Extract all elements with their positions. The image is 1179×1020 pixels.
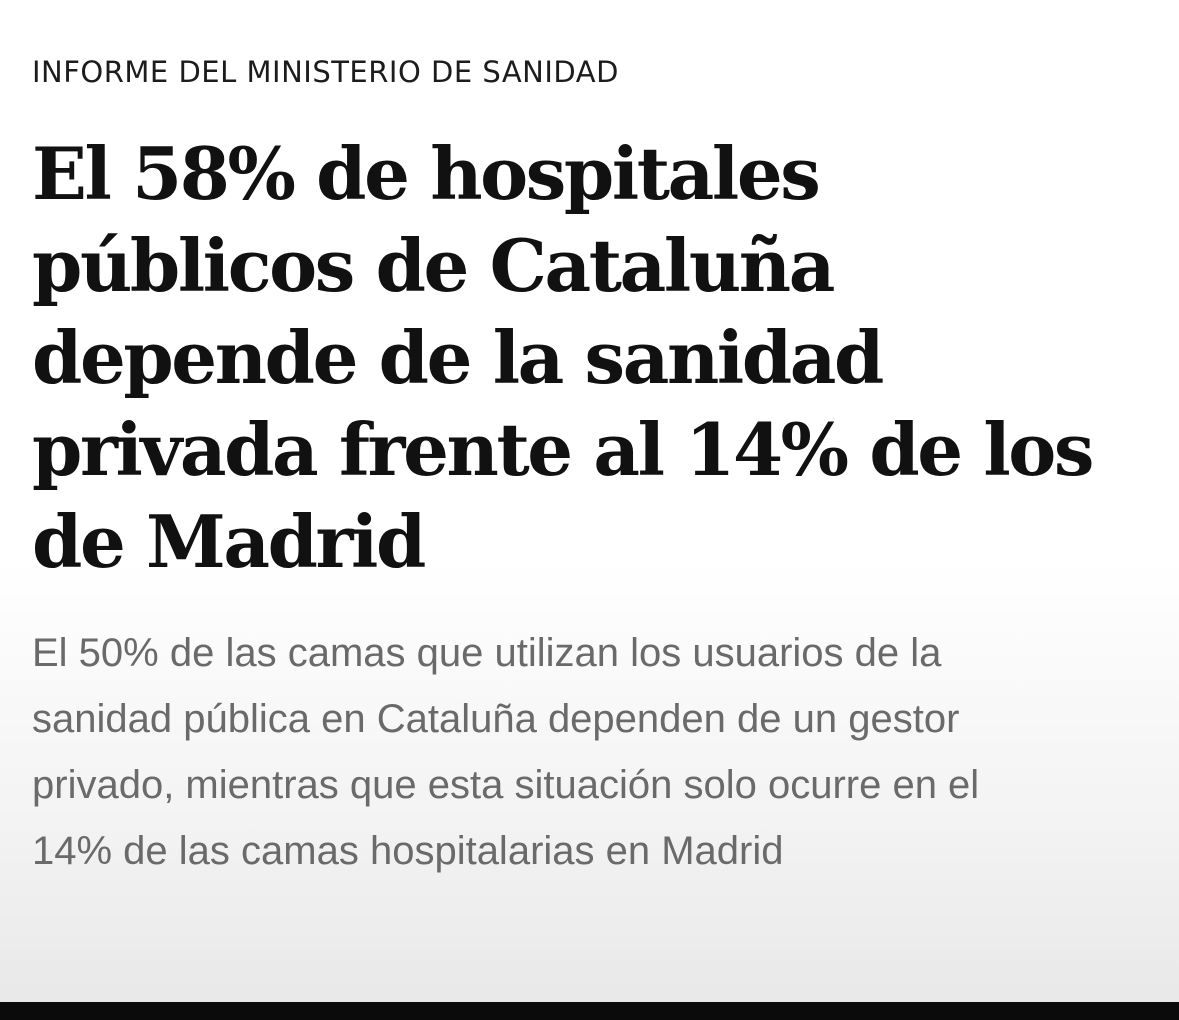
headline-line: privada frente al 14% de los [32, 407, 1094, 492]
headline-line: de Madrid [32, 499, 426, 584]
headline-line: depende de la sanidad [32, 315, 884, 400]
subtitle-line: sanidad pública en Cataluña dependen de … [32, 697, 960, 741]
subtitle-line: privado, mientras que esta situación sol… [32, 763, 980, 807]
headline-line: públicos de Cataluña [32, 223, 835, 308]
article-kicker: INFORME DEL MINISTERIO DE SANIDAD [32, 55, 619, 89]
article-subtitle: El 50% de las camas que utilizan los usu… [32, 620, 1152, 884]
article-headline: El 58% de hospitales públicos de Cataluñ… [32, 128, 1152, 588]
subtitle-line: 14% de las camas hospitalarias en Madrid [32, 829, 784, 873]
bottom-bar [0, 1002, 1179, 1020]
subtitle-line: El 50% de las camas que utilizan los usu… [32, 631, 942, 675]
headline-line: El 58% de hospitales [32, 131, 821, 216]
